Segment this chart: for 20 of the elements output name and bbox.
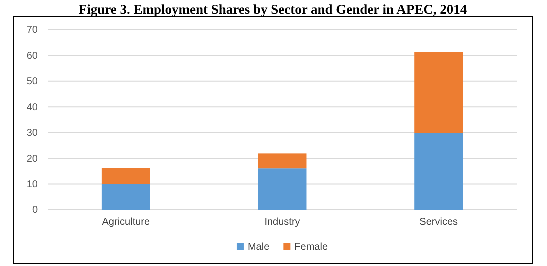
bar <box>414 133 464 210</box>
bar <box>102 168 150 184</box>
bar <box>258 168 307 210</box>
y-tick-label: 10 <box>26 179 38 190</box>
y-tick-label: 30 <box>26 128 38 140</box>
y-tick-label: 60 <box>26 50 38 62</box>
legend-label: Female <box>294 242 328 253</box>
bar <box>102 184 150 210</box>
y-tick-label: 20 <box>26 154 38 165</box>
chart-title: Figure 3. Employment Shares by Sector and Gender in APEC, 2014 <box>78 2 468 17</box>
y-tick-label: 40 <box>26 102 38 114</box>
bar <box>414 52 464 134</box>
bar <box>258 154 307 169</box>
x-tick-label: Agriculture <box>102 217 150 228</box>
y-tick-label: 0 <box>32 205 38 216</box>
legend-label: Male <box>248 242 270 253</box>
y-tick-label: 70 <box>26 25 38 36</box>
x-tick-label: Services <box>420 217 458 228</box>
y-tick-label: 50 <box>26 76 38 88</box>
x-tick-label: Industry <box>264 217 300 228</box>
